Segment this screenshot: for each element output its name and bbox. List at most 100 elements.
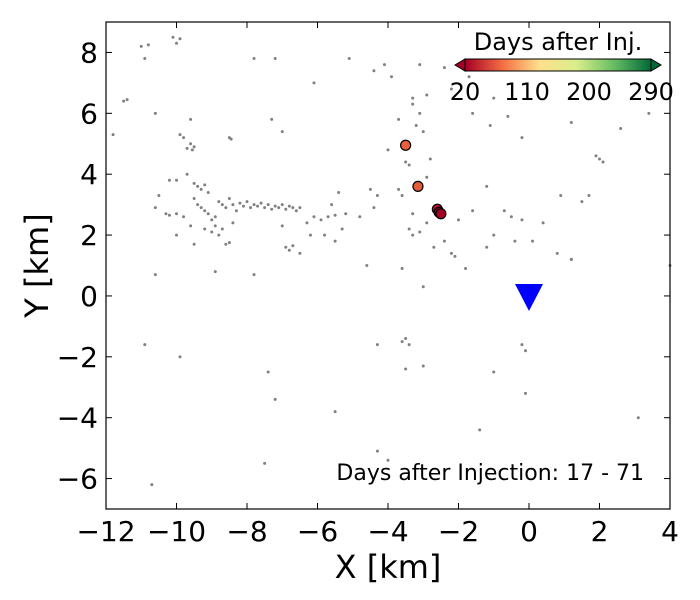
background-event-point <box>425 93 429 97</box>
background-event-point <box>189 117 193 121</box>
background-event-point <box>175 212 178 216</box>
background-event-point <box>636 416 640 420</box>
background-event-point <box>418 63 422 67</box>
background-event-point <box>231 203 235 207</box>
background-event-point <box>291 244 295 248</box>
background-event-point <box>569 257 573 261</box>
background-event-point <box>217 200 221 204</box>
background-event-point <box>143 343 147 347</box>
background-event-point <box>203 183 207 187</box>
background-event-point <box>502 209 506 213</box>
background-event-point <box>210 218 214 222</box>
background-event-point <box>344 212 348 216</box>
background-event-point <box>263 206 267 210</box>
background-event-point <box>178 355 182 359</box>
background-event-point <box>185 172 189 176</box>
background-event-point <box>167 213 171 217</box>
background-event-point <box>365 264 369 267</box>
background-event-point <box>273 57 277 61</box>
background-event-point <box>178 133 182 137</box>
background-event-point <box>175 178 178 182</box>
background-event-point <box>182 136 186 140</box>
background-event-point <box>146 43 150 47</box>
background-event-point <box>340 227 344 231</box>
background-event-point <box>263 461 267 465</box>
background-event-point <box>333 239 337 243</box>
background-event-point <box>203 209 207 213</box>
background-event-point <box>287 204 291 208</box>
y-tick-label: 8 <box>80 36 98 69</box>
background-event-point <box>224 206 228 210</box>
x-axis-title: X [km] <box>335 548 442 586</box>
background-event-point <box>227 197 231 201</box>
background-event-point <box>485 184 489 188</box>
background-event-point <box>372 206 376 210</box>
background-event-point <box>189 224 193 228</box>
background-event-point <box>425 221 429 225</box>
background-event-point <box>231 221 235 225</box>
background-event-point <box>375 193 379 197</box>
background-event-point <box>125 98 129 102</box>
background-event-point <box>400 340 404 344</box>
background-event-point <box>492 370 496 374</box>
background-event-point <box>178 37 182 41</box>
background-event-point <box>291 206 295 210</box>
background-event-point <box>464 267 468 271</box>
background-event-point <box>196 203 200 207</box>
background-event-point <box>404 160 408 164</box>
colorbar-tick-label: 110 <box>504 78 550 106</box>
background-event-point <box>153 111 157 115</box>
x-tick-label: −6 <box>297 515 338 548</box>
background-event-point <box>217 233 221 237</box>
background-event-point <box>175 41 178 45</box>
background-event-point <box>270 117 274 121</box>
background-event-point <box>192 181 196 185</box>
background-event-point <box>407 163 411 167</box>
background-event-point <box>213 224 217 228</box>
background-event-point <box>185 146 189 150</box>
background-event-point <box>192 197 196 201</box>
background-event-point <box>421 285 425 289</box>
background-event-point <box>333 213 337 217</box>
background-event-point <box>122 99 126 103</box>
y-tick-label: −2 <box>57 341 98 374</box>
background-event-point <box>323 233 327 237</box>
background-event-point <box>421 364 425 368</box>
background-event-point <box>421 130 425 134</box>
background-event-point <box>520 136 524 140</box>
background-event-point <box>319 218 323 222</box>
background-event-point <box>414 123 418 127</box>
background-event-point <box>153 206 157 210</box>
background-event-point <box>411 96 415 100</box>
background-event-point <box>273 204 277 208</box>
background-event-point <box>404 367 408 371</box>
background-event-point <box>277 206 281 210</box>
background-event-point <box>418 111 422 115</box>
background-event-point <box>404 337 408 341</box>
background-event-point <box>449 87 453 91</box>
background-event-point <box>619 127 623 131</box>
background-event-point <box>337 190 341 194</box>
background-event-point <box>453 254 457 258</box>
background-event-point <box>312 81 316 85</box>
station-triangle <box>515 283 543 311</box>
background-event-point <box>213 215 217 219</box>
background-event-point <box>457 218 460 222</box>
background-event-point <box>164 212 168 216</box>
background-event-point <box>252 273 256 277</box>
background-event-point <box>520 218 524 222</box>
highlighted-event-point <box>412 180 424 192</box>
background-event-point <box>601 160 605 164</box>
background-event-point <box>234 209 238 213</box>
background-event-point <box>305 221 309 225</box>
background-event-point <box>280 203 284 207</box>
background-event-point <box>382 63 386 67</box>
background-event-point <box>294 209 298 213</box>
background-event-point <box>249 206 253 210</box>
y-axis-title: Y [km] <box>18 213 56 318</box>
background-event-point <box>555 251 559 255</box>
x-tick-label: −10 <box>147 515 206 548</box>
y-tick-label: 2 <box>80 219 98 252</box>
background-event-point <box>647 111 651 115</box>
